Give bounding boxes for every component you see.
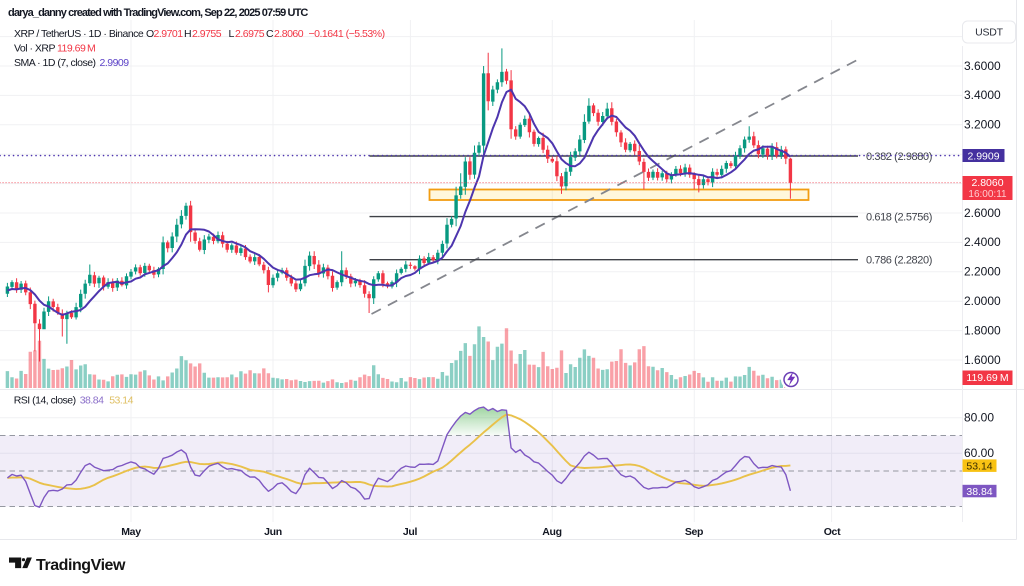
svg-text:L: L — [229, 28, 235, 40]
svg-text:53.14: 53.14 — [966, 460, 992, 472]
svg-text:Oct: Oct — [824, 526, 841, 538]
svg-text:0.786 (2.2820): 0.786 (2.2820) — [866, 255, 932, 267]
svg-text:Vol · XRP: Vol · XRP — [14, 43, 56, 55]
svg-text:80.00: 80.00 — [964, 411, 994, 425]
svg-text:2.2000: 2.2000 — [964, 265, 1001, 279]
svg-text:SMA · 1D (7, close): SMA · 1D (7, close) — [14, 57, 96, 69]
svg-text:Sep: Sep — [685, 526, 703, 538]
svg-text:60.00: 60.00 — [964, 446, 994, 460]
svg-text:119.69 M: 119.69 M — [966, 372, 1008, 384]
svg-text:2.8060: 2.8060 — [971, 177, 1003, 189]
svg-text:Aug: Aug — [542, 526, 562, 538]
svg-text:119.69 M: 119.69 M — [57, 43, 95, 55]
svg-text:3.2000: 3.2000 — [964, 118, 1001, 132]
svg-text:38.84: 38.84 — [966, 486, 992, 498]
svg-text:0.382 (2.9880): 0.382 (2.9880) — [866, 151, 932, 163]
svg-text:2.9909: 2.9909 — [100, 57, 130, 69]
svg-text:2.6000: 2.6000 — [964, 206, 1001, 220]
svg-text:38.84: 38.84 — [80, 395, 104, 407]
svg-text:C: C — [266, 28, 274, 40]
svg-text:3.4000: 3.4000 — [964, 88, 1001, 102]
svg-text:May: May — [121, 526, 141, 538]
svg-text:TradingView: TradingView — [36, 557, 126, 574]
svg-text:darya_danny created with Tradi: darya_danny created with TradingView.com… — [8, 7, 308, 19]
svg-text:H: H — [184, 28, 191, 40]
svg-text:1.6000: 1.6000 — [964, 353, 1001, 367]
svg-text:RSI (14, close): RSI (14, close) — [14, 395, 76, 407]
svg-text:Jul: Jul — [403, 526, 418, 538]
svg-text:53.14: 53.14 — [109, 395, 133, 407]
svg-text:XRP / TetherUS · 1D · Binance: XRP / TetherUS · 1D · Binance — [14, 28, 144, 40]
svg-text:−0.1641 (−5.53%): −0.1641 (−5.53%) — [309, 28, 385, 40]
svg-text:16:00:11: 16:00:11 — [968, 189, 1007, 200]
svg-text:2.9755: 2.9755 — [192, 28, 222, 40]
svg-text:2.4000: 2.4000 — [964, 235, 1001, 249]
svg-text:2.6975: 2.6975 — [235, 28, 265, 40]
svg-text:USDT: USDT — [975, 27, 1004, 39]
svg-text:0.618 (2.5756): 0.618 (2.5756) — [866, 211, 932, 223]
svg-text:1.8000: 1.8000 — [964, 323, 1001, 337]
svg-text:2.0000: 2.0000 — [964, 294, 1001, 308]
svg-text:2.9909: 2.9909 — [967, 150, 999, 162]
svg-text:2.8060: 2.8060 — [274, 28, 304, 40]
svg-text:2.9701: 2.9701 — [154, 28, 184, 40]
svg-text:Jun: Jun — [264, 526, 282, 538]
svg-text:3.6000: 3.6000 — [964, 59, 1001, 73]
svg-text:O: O — [146, 28, 154, 40]
